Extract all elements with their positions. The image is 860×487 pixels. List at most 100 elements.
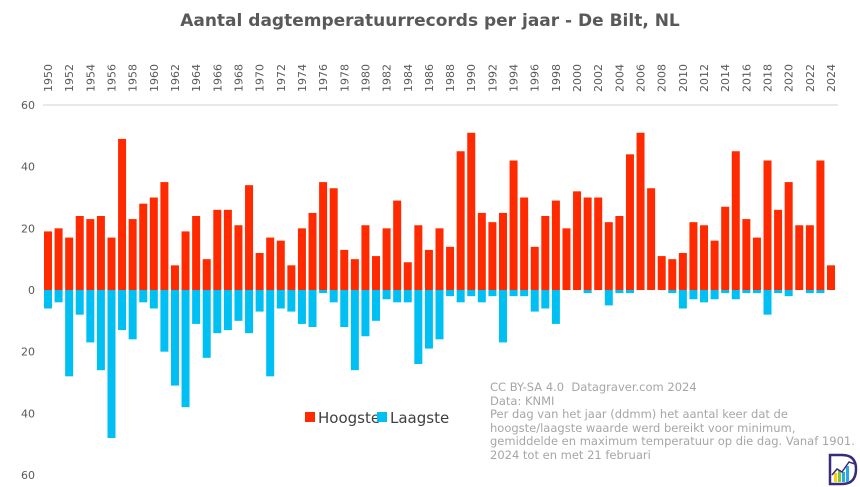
- bar-laagste: [128, 290, 137, 340]
- bar-hoogste: [424, 249, 433, 290]
- bar-laagste: [700, 290, 709, 303]
- bar-laagste: [160, 290, 169, 352]
- bar-laagste: [372, 290, 381, 321]
- x-tick-label: 2000: [571, 64, 584, 92]
- bar-laagste: [170, 290, 179, 386]
- y-tick-label: 40: [21, 161, 35, 174]
- bar-laagste: [710, 290, 719, 300]
- bar-hoogste: [721, 206, 730, 290]
- bar-laagste: [149, 290, 158, 309]
- bar-hoogste: [509, 160, 518, 290]
- x-tick-label: 1968: [232, 64, 245, 92]
- bar-hoogste: [795, 225, 804, 290]
- bar-hoogste: [498, 212, 507, 290]
- bar-laagste: [192, 290, 201, 324]
- bar-hoogste: [86, 219, 95, 290]
- bar-hoogste: [44, 231, 52, 290]
- bar-laagste: [668, 290, 677, 294]
- bar-laagste: [752, 290, 761, 294]
- bar-laagste: [488, 290, 497, 297]
- bar-laagste: [181, 290, 190, 408]
- bar-hoogste: [181, 231, 190, 290]
- bar-laagste: [435, 290, 444, 340]
- legend: Hoogste Laagste: [305, 409, 449, 427]
- bar-laagste: [350, 290, 359, 371]
- bar-hoogste: [308, 212, 317, 290]
- bar-laagste: [583, 290, 592, 294]
- bar-hoogste: [139, 203, 148, 290]
- bar-hoogste: [65, 237, 74, 290]
- annotation-line: 2024 tot en met 21 februari: [490, 447, 651, 462]
- bar-laagste: [446, 290, 455, 297]
- bar-hoogste: [816, 160, 825, 290]
- bar-laagste: [604, 290, 613, 306]
- bar-hoogste: [340, 249, 349, 290]
- bar-laagste: [65, 290, 74, 377]
- bar-hoogste: [297, 228, 306, 290]
- bar-laagste: [234, 290, 243, 321]
- bar-laagste: [213, 290, 222, 334]
- bar-hoogste: [276, 240, 285, 290]
- bar-hoogste: [689, 222, 698, 290]
- x-tick-label: 1994: [508, 64, 521, 92]
- bar-hoogste: [774, 209, 783, 290]
- x-tick-label: 2016: [740, 64, 753, 92]
- bar-hoogste: [234, 225, 243, 290]
- bar-hoogste: [223, 209, 232, 290]
- bar-hoogste: [245, 185, 254, 290]
- bar-laagste: [456, 290, 465, 303]
- x-tick-label: 1952: [63, 64, 76, 92]
- bar-laagste: [731, 290, 740, 300]
- bar-laagste: [202, 290, 211, 358]
- x-tick-label: 1986: [423, 64, 436, 92]
- x-tick-label: 1982: [381, 64, 394, 92]
- bar-hoogste: [456, 151, 465, 290]
- bar-laagste: [393, 290, 402, 303]
- bar-laagste: [721, 290, 730, 294]
- x-tick-label: 2012: [698, 64, 711, 92]
- bar-laagste: [816, 290, 825, 294]
- x-tick-label: 1998: [550, 64, 563, 92]
- bar-hoogste: [192, 216, 201, 290]
- annotation-line: Data: KNMI: [490, 393, 555, 408]
- bar-hoogste: [488, 222, 497, 290]
- bar-hoogste: [752, 237, 761, 290]
- bar-laagste: [689, 290, 698, 300]
- bar-hoogste: [763, 160, 772, 290]
- bar-hoogste: [551, 200, 560, 290]
- bar-laagste: [223, 290, 232, 331]
- bar-hoogste: [805, 225, 814, 290]
- bar-laagste: [329, 290, 338, 303]
- bar-hoogste: [446, 246, 455, 290]
- y-tick-label: 40: [21, 407, 35, 420]
- bar-laagste: [678, 290, 687, 309]
- bar-hoogste: [255, 253, 264, 290]
- legend-swatch-laagste: [377, 412, 387, 422]
- bar-laagste: [805, 290, 814, 294]
- x-tick-label: 1996: [529, 64, 542, 92]
- annotation-line: CC BY-SA 4.0 Datagraver.com 2024: [490, 380, 697, 394]
- bar-hoogste: [541, 216, 550, 290]
- bar-hoogste: [382, 228, 391, 290]
- y-tick-label: 20: [21, 346, 35, 359]
- bar-laagste: [382, 290, 391, 300]
- bar-hoogste: [647, 188, 656, 290]
- bar-hoogste: [287, 265, 296, 290]
- bar-hoogste: [827, 265, 835, 290]
- bar-hoogste: [784, 182, 793, 290]
- bar-laagste: [319, 290, 328, 294]
- bar-hoogste: [361, 225, 370, 290]
- bar-laagste: [75, 290, 84, 315]
- x-tick-label: 1970: [254, 64, 267, 92]
- x-tick-label: 1950: [42, 64, 55, 92]
- x-tick-label: 2004: [613, 64, 626, 92]
- x-tick-label: 1974: [296, 64, 309, 92]
- bar-hoogste: [54, 228, 63, 290]
- bar-laagste: [266, 290, 275, 377]
- x-tick-label: 2024: [825, 64, 838, 92]
- bar-laagste: [361, 290, 370, 337]
- bar-hoogste: [710, 240, 719, 290]
- bar-hoogste: [75, 216, 84, 290]
- bar-laagste: [551, 290, 560, 324]
- bar-hoogste: [562, 228, 571, 290]
